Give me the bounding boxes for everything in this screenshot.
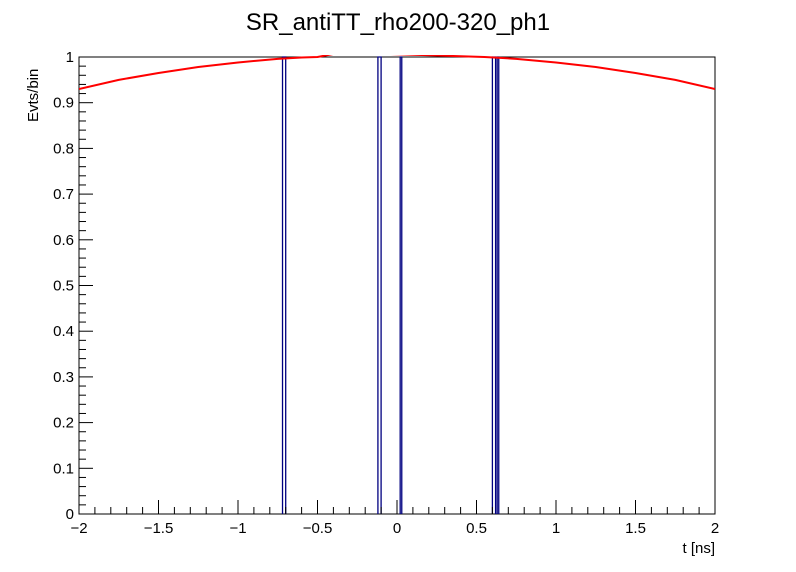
histogram-bin-4 bbox=[496, 56, 500, 514]
y-tick-label: 0.6 bbox=[53, 232, 74, 249]
x-tick-label: 0.5 bbox=[466, 520, 487, 537]
x-tick-label: −2 bbox=[70, 520, 87, 537]
x-tick-label: 2 bbox=[711, 520, 719, 537]
y-tick-label: 0.5 bbox=[53, 278, 74, 295]
x-tick-label: 0 bbox=[393, 520, 401, 537]
x-tick-label: −1.5 bbox=[144, 520, 174, 537]
x-tick-label: −0.5 bbox=[303, 520, 333, 537]
y-tick-label: 1 bbox=[66, 49, 74, 66]
y-axis-label: Evts/bin bbox=[25, 69, 42, 122]
y-tick-label: 0.4 bbox=[53, 323, 74, 340]
histogram-bin-3 bbox=[491, 56, 497, 514]
plot-area: −2 −1.5 −1 −0.5 0 0.5 1 1.5 2 0 0.1 0.2 0.3 0.4 0.5 0.6… bbox=[53, 49, 719, 537]
y-tick-label: 0.3 bbox=[53, 369, 74, 386]
y-tick-label: 0.2 bbox=[53, 415, 74, 432]
histogram-bin-2 bbox=[399, 56, 403, 514]
histogram-bin-1 bbox=[377, 56, 382, 514]
y-tick-label: 0.8 bbox=[53, 140, 74, 157]
x-tick-label: −1 bbox=[229, 520, 246, 537]
x-tick-label: 1.5 bbox=[625, 520, 646, 537]
y-tick-label: 0.9 bbox=[53, 95, 74, 112]
data-layer bbox=[79, 55, 715, 514]
y-tick-label: 0.1 bbox=[53, 460, 74, 477]
x-axis-label: t [ns] bbox=[682, 540, 715, 557]
y-tick-label: 0 bbox=[66, 506, 74, 523]
x-tick-label: 1 bbox=[552, 520, 560, 537]
fit-curve-1 bbox=[79, 55, 715, 90]
chart-title: SR_antiTT_rho200-320_ph1 bbox=[246, 9, 550, 36]
plot-frame bbox=[78, 56, 716, 515]
histogram-bin-0 bbox=[281, 56, 287, 514]
y-tick-label: 0.7 bbox=[53, 186, 74, 203]
